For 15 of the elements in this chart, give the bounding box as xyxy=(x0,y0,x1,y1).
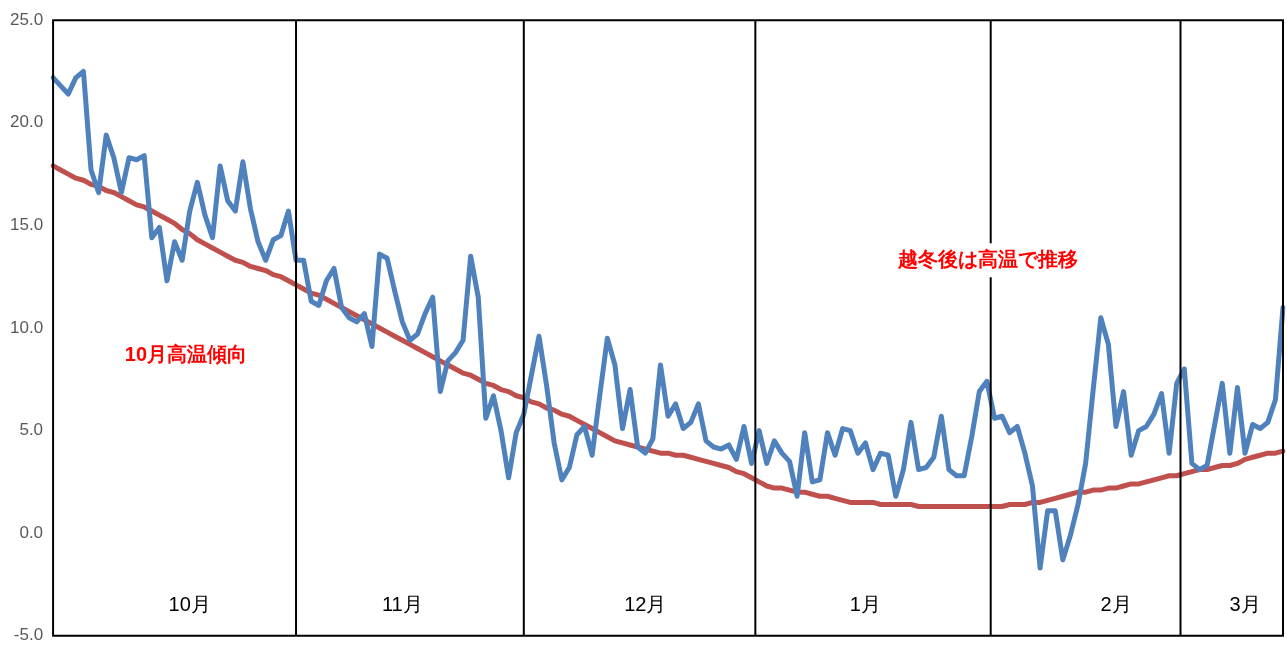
x-tick-label: 11月 xyxy=(381,593,423,616)
x-tick-label: 2月 xyxy=(1100,593,1132,616)
y-tick-label: 15.0 xyxy=(9,215,44,235)
y-tick-label: 5.0 xyxy=(19,420,44,440)
annotation: 10月高温傾向 xyxy=(124,343,248,366)
y-tick-label: -5.0 xyxy=(13,625,44,645)
x-tick-label: 10月 xyxy=(168,593,211,616)
annotation: 越冬後は高温で推移 xyxy=(896,247,1078,270)
y-tick-label: 25.0 xyxy=(9,9,44,29)
y-tick-label: 0.0 xyxy=(19,522,44,542)
y-tick-label: 10.0 xyxy=(9,317,44,337)
x-tick-label: 3月 xyxy=(1229,593,1261,616)
y-tick-label: 20.0 xyxy=(9,112,44,132)
x-tick-label: 1月 xyxy=(849,593,881,616)
x-tick-label: 12月 xyxy=(624,593,667,616)
